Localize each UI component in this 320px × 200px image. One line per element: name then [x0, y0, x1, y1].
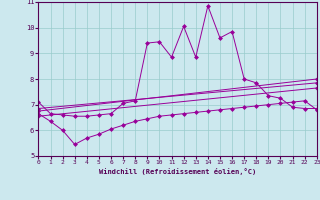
X-axis label: Windchill (Refroidissement éolien,°C): Windchill (Refroidissement éolien,°C) — [99, 168, 256, 175]
